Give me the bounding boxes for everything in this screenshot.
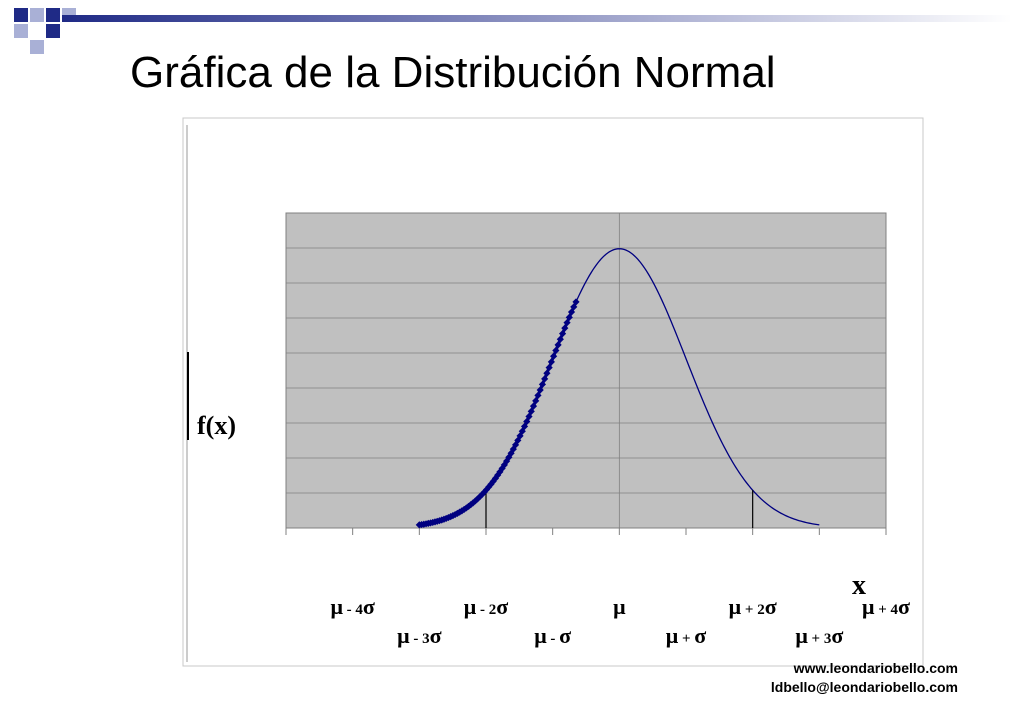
highlight-point bbox=[556, 335, 564, 343]
highlight-point bbox=[536, 386, 544, 394]
highlight-point bbox=[489, 477, 497, 485]
highlight-point bbox=[570, 303, 578, 311]
footer-email: ldbello@leondariobello.com bbox=[770, 679, 958, 695]
plot-area bbox=[285, 212, 887, 529]
highlight-point bbox=[509, 445, 517, 453]
decor-square-dark bbox=[14, 8, 28, 22]
tick-label-mu-plus-4sigma: μ + 4σ bbox=[862, 594, 910, 619]
highlight-point bbox=[547, 358, 555, 366]
decor-square-dark bbox=[46, 8, 60, 22]
tick-label-mu-minus-3sigma: μ - 3σ bbox=[397, 623, 441, 648]
footer-website: www.leondariobello.com bbox=[793, 660, 958, 676]
tick-label-mu-minus-sigma: μ - σ bbox=[534, 623, 571, 648]
decor-square-light bbox=[30, 8, 44, 22]
highlight-point bbox=[518, 427, 526, 435]
slide-title: Gráfica de la Distribución Normal bbox=[130, 48, 776, 97]
decor-gradient-bar bbox=[62, 15, 1012, 22]
highlight-point bbox=[561, 324, 569, 332]
highlight-point bbox=[554, 341, 562, 349]
decor-square-light bbox=[30, 40, 44, 54]
highlight-point bbox=[498, 464, 506, 473]
highlight-point bbox=[500, 461, 508, 469]
highlight-point bbox=[565, 313, 573, 321]
gridlines bbox=[286, 213, 886, 528]
highlight-point bbox=[525, 412, 533, 421]
highlight-point bbox=[545, 363, 553, 372]
highlight-point bbox=[505, 453, 513, 461]
highlight-point bbox=[529, 402, 538, 410]
vertical-markers bbox=[485, 490, 754, 528]
decor-square-dark bbox=[46, 24, 60, 38]
tick-label-mu-plus-3sigma: μ + 3σ bbox=[795, 623, 843, 648]
highlight-point bbox=[538, 380, 547, 389]
highlight-point bbox=[541, 375, 549, 383]
highlight-point bbox=[462, 504, 470, 512]
x-axis-ticks bbox=[285, 528, 887, 535]
highlighted-curve-segment bbox=[415, 298, 580, 529]
highlight-point bbox=[511, 441, 520, 449]
highlight-point bbox=[543, 369, 551, 377]
highlight-point bbox=[464, 502, 473, 510]
highlight-point bbox=[494, 471, 502, 479]
highlight-point bbox=[514, 436, 522, 445]
tick-label-mu-plus-2sigma: μ + 2σ bbox=[729, 594, 777, 619]
x-axis-label: x bbox=[852, 570, 866, 601]
decor-square-light bbox=[14, 24, 28, 38]
highlight-point bbox=[491, 474, 500, 482]
highlight-point bbox=[563, 319, 571, 327]
tick-label-mu: μ bbox=[613, 594, 626, 619]
highlight-point bbox=[558, 330, 567, 338]
highlight-point bbox=[532, 397, 540, 405]
tick-label-mu-minus-2sigma: μ - 2σ bbox=[464, 594, 508, 619]
highlight-point bbox=[552, 346, 560, 355]
highlight-point bbox=[534, 391, 542, 400]
highlight-point bbox=[460, 505, 468, 514]
highlight-point bbox=[527, 407, 535, 415]
highlight-point bbox=[550, 352, 558, 360]
highlight-point bbox=[567, 308, 576, 316]
highlight-point bbox=[516, 432, 524, 440]
tick-label-mu-plus-sigma: μ + σ bbox=[666, 623, 707, 648]
highlight-point bbox=[523, 417, 531, 426]
tick-label-mu-minus-4sigma: μ - 4σ bbox=[330, 594, 374, 619]
y-axis-label: f(x) bbox=[197, 411, 236, 440]
highlight-point bbox=[572, 298, 580, 306]
tick-labels: μ - 4σ μ - 3σ μ - 2σ μ - σ μ μ + σ μ + 2σ μ + 3… bbox=[330, 594, 910, 648]
highlight-point bbox=[507, 449, 515, 457]
highlight-point bbox=[458, 507, 466, 515]
highlight-point bbox=[469, 499, 477, 507]
